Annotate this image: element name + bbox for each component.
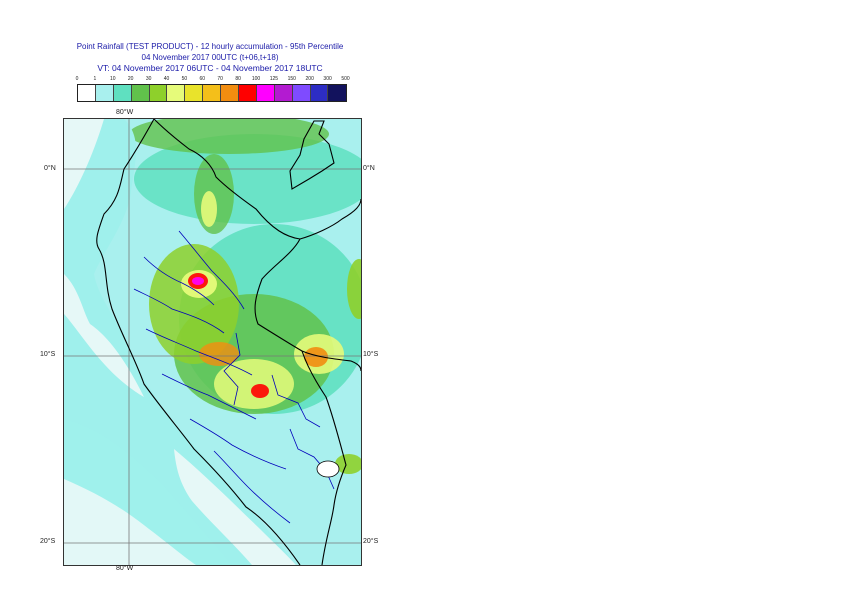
legend-tick: 30	[145, 76, 152, 82]
ocean-pale-south	[174, 449, 296, 565]
legend-ticks: 0 1 10 20 30 40 50 60 70 80 100 125 150 200 300 500	[69, 76, 359, 84]
legend-tick: 40	[163, 76, 170, 82]
regions	[133, 230, 335, 524]
border-east	[254, 238, 361, 372]
lake	[316, 460, 340, 478]
legend-swatch-3	[131, 85, 150, 101]
legend-swatch-6	[185, 85, 204, 101]
legend-swatch-11	[274, 85, 293, 101]
title-line-3: VT: 04 November 2017 06UTC - 04 November…	[97, 63, 323, 73]
lat-label-right-10s: 10°S	[363, 351, 379, 358]
legend-tick: 50	[181, 76, 188, 82]
legend-tick: 125	[269, 76, 279, 82]
coastline	[96, 119, 301, 565]
title-line-1: Point Rainfall (TEST PRODUCT) - 12 hourl…	[76, 42, 344, 51]
ocean-pale-southwest	[64, 479, 196, 565]
title-line-2: 04 November 2017 00UTC (t+06,t+18)	[141, 52, 279, 62]
legend-tick: 0	[75, 76, 79, 82]
country-borders	[96, 119, 361, 565]
map-frame	[63, 118, 362, 566]
legend-swatch-10	[256, 85, 275, 101]
legend-tick: 200	[305, 76, 314, 82]
lat-label-right-20s: 20°S	[363, 538, 379, 545]
legend-tick: 10	[110, 76, 116, 82]
rainfall-map	[64, 119, 361, 565]
legend-tick: 1	[93, 76, 97, 82]
legend-swatch-13	[310, 85, 329, 101]
legend-tick: 150	[287, 76, 296, 82]
ocean-pale-north	[64, 119, 104, 209]
border-southeast	[301, 350, 347, 565]
border-northeast	[289, 120, 335, 190]
legend-swatch-9	[239, 85, 257, 101]
lat-label-left-10s: 10°S	[40, 351, 56, 358]
legend-tick: 60	[199, 76, 206, 82]
legend-tick: 20	[127, 76, 134, 82]
legend-swatch-0	[78, 85, 96, 101]
legend-swatch-2	[113, 85, 132, 101]
legend-swatch-12	[292, 85, 311, 101]
color-legend	[77, 84, 348, 102]
lon-label-top: 80°W	[116, 109, 134, 116]
legend-tick: 100	[251, 76, 261, 82]
legend-swatch-7	[203, 85, 222, 101]
legend-swatch-4	[149, 85, 168, 101]
legend-swatch-1	[95, 85, 114, 101]
legend-tick: 80	[235, 76, 241, 82]
title-block: Point Rainfall (TEST PRODUCT) - 12 hourl…	[0, 42, 420, 74]
border-north	[153, 119, 361, 240]
lat-label-right-0: 0°N	[363, 165, 375, 172]
ocean-pale-coast	[64, 274, 144, 397]
lon-label-bottom: 80°W	[116, 565, 134, 572]
legend-tick: 300	[323, 76, 332, 82]
legend-tick: 70	[217, 76, 223, 82]
legend-swatch-14	[328, 85, 347, 101]
lat-label-left-20s: 20°S	[40, 538, 56, 545]
lat-label-left-0: 0°N	[44, 165, 56, 172]
legend-swatch-5	[167, 85, 186, 101]
legend-swatch-8	[221, 85, 240, 101]
legend-tick: 500	[341, 76, 350, 82]
